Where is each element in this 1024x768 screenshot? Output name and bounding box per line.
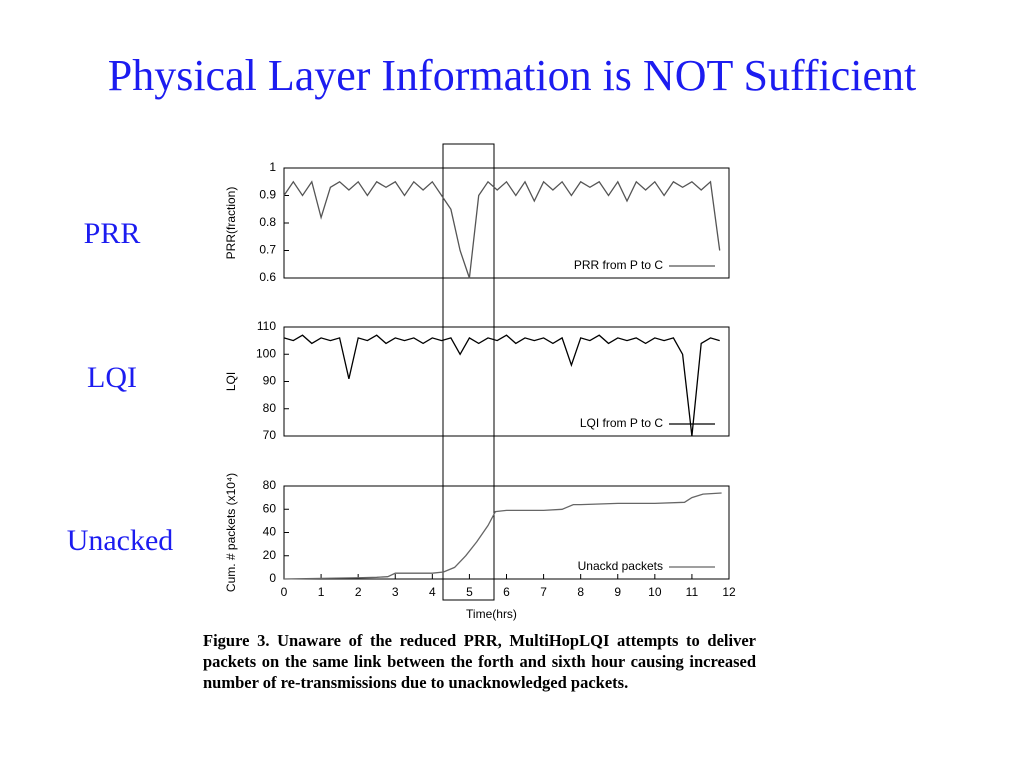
y-tick-label: 0.6 <box>259 270 276 284</box>
y-tick-label: 70 <box>263 428 277 442</box>
legend-label: Unackd packets <box>578 559 663 573</box>
y-axis-label: LQI <box>224 372 238 391</box>
legend-label: PRR from P to C <box>574 258 663 272</box>
slide-title: Physical Layer Information is NOT Suffic… <box>108 51 917 100</box>
x-tick-label: 7 <box>540 585 547 599</box>
x-tick-label: 1 <box>318 585 325 599</box>
x-tick-label: 10 <box>648 585 662 599</box>
legend-label: LQI from P to C <box>580 416 663 430</box>
y-tick-label: 0 <box>269 571 276 585</box>
side-label: LQI <box>87 361 137 394</box>
x-tick-label: 0 <box>281 585 288 599</box>
y-tick-label: 80 <box>263 478 277 492</box>
x-tick-label: 2 <box>355 585 362 599</box>
y-tick-label: 40 <box>263 525 277 539</box>
x-axis-label: Time(hrs) <box>466 607 517 621</box>
y-tick-label: 80 <box>263 401 277 415</box>
x-tick-label: 3 <box>392 585 399 599</box>
x-tick-label: 6 <box>503 585 510 599</box>
y-tick-label: 0.9 <box>259 188 276 202</box>
figure-caption: Figure 3. Unaware of the reduced PRR, Mu… <box>203 631 756 692</box>
y-tick-label: 0.7 <box>259 243 276 257</box>
y-tick-label: 1 <box>269 160 276 174</box>
x-tick-label: 5 <box>466 585 473 599</box>
side-label: Unacked <box>67 524 174 557</box>
y-axis-label: PRR(fraction) <box>224 187 238 260</box>
side-label: PRR <box>84 217 141 250</box>
y-tick-label: 60 <box>263 501 277 515</box>
y-axis-label: Cum. # packets (x10⁴) <box>224 473 238 592</box>
x-tick-label: 9 <box>614 585 621 599</box>
x-tick-label: 4 <box>429 585 436 599</box>
y-tick-label: 110 <box>257 319 276 333</box>
data-line <box>283 334 720 437</box>
highlight-box <box>442 143 495 601</box>
y-tick-label: 90 <box>263 374 277 388</box>
data-line <box>283 180 721 279</box>
data-line <box>283 492 722 580</box>
x-tick-label: 11 <box>686 585 699 599</box>
y-tick-label: 100 <box>256 346 276 360</box>
x-tick-label: 12 <box>722 585 736 599</box>
x-tick-label: 8 <box>577 585 584 599</box>
y-tick-label: 20 <box>263 548 277 562</box>
y-tick-label: 0.8 <box>259 215 276 229</box>
